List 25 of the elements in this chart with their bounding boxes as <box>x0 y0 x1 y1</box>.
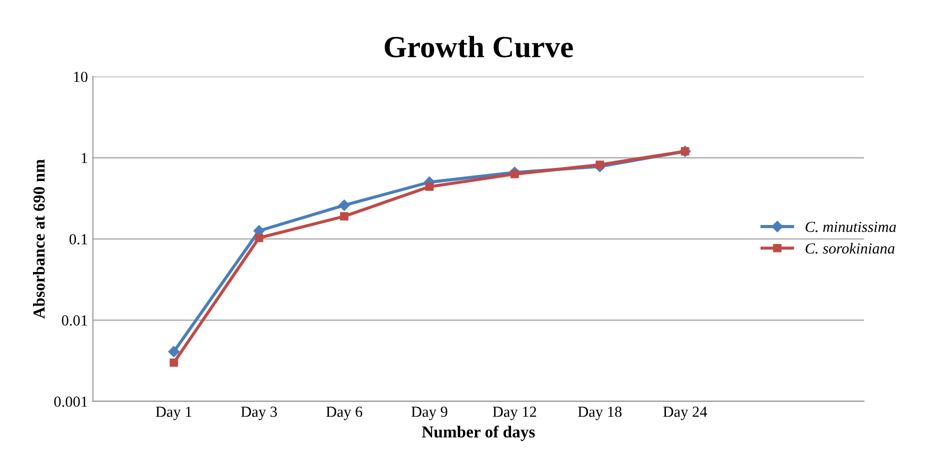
y-axis-title: Absorbance at 690 nm <box>32 159 45 319</box>
y-tick-label: 0.1 <box>70 234 88 244</box>
y-tick-label: 0.001 <box>54 396 88 407</box>
x-tick-label: Day 24 <box>663 406 708 420</box>
legend-label: C. minutissima <box>806 222 896 232</box>
y-tick-label: 10 <box>74 72 88 82</box>
point <box>254 234 264 242</box>
x-tick-label: Day 12 <box>492 406 536 420</box>
y-tick-label: 0.01 <box>62 315 88 326</box>
x-tick-label: Day 3 <box>241 406 277 420</box>
point <box>596 160 604 169</box>
x-tick-label: Day 9 <box>411 406 448 420</box>
x-tick-label: Day 1 <box>156 406 192 420</box>
point <box>170 358 178 367</box>
point <box>425 182 434 191</box>
point <box>510 170 519 178</box>
point <box>340 212 348 220</box>
x-axis-title: Number of days <box>422 426 535 441</box>
legend-label: C. sorokiniana <box>806 242 894 254</box>
point <box>168 346 180 358</box>
y-tick-label: 1 <box>82 152 88 164</box>
x-tick-label: Day 18 <box>578 406 622 420</box>
point <box>338 200 350 211</box>
chart-title: Growth Curve <box>384 36 573 58</box>
x-tick-label: Day 6 <box>326 406 362 420</box>
